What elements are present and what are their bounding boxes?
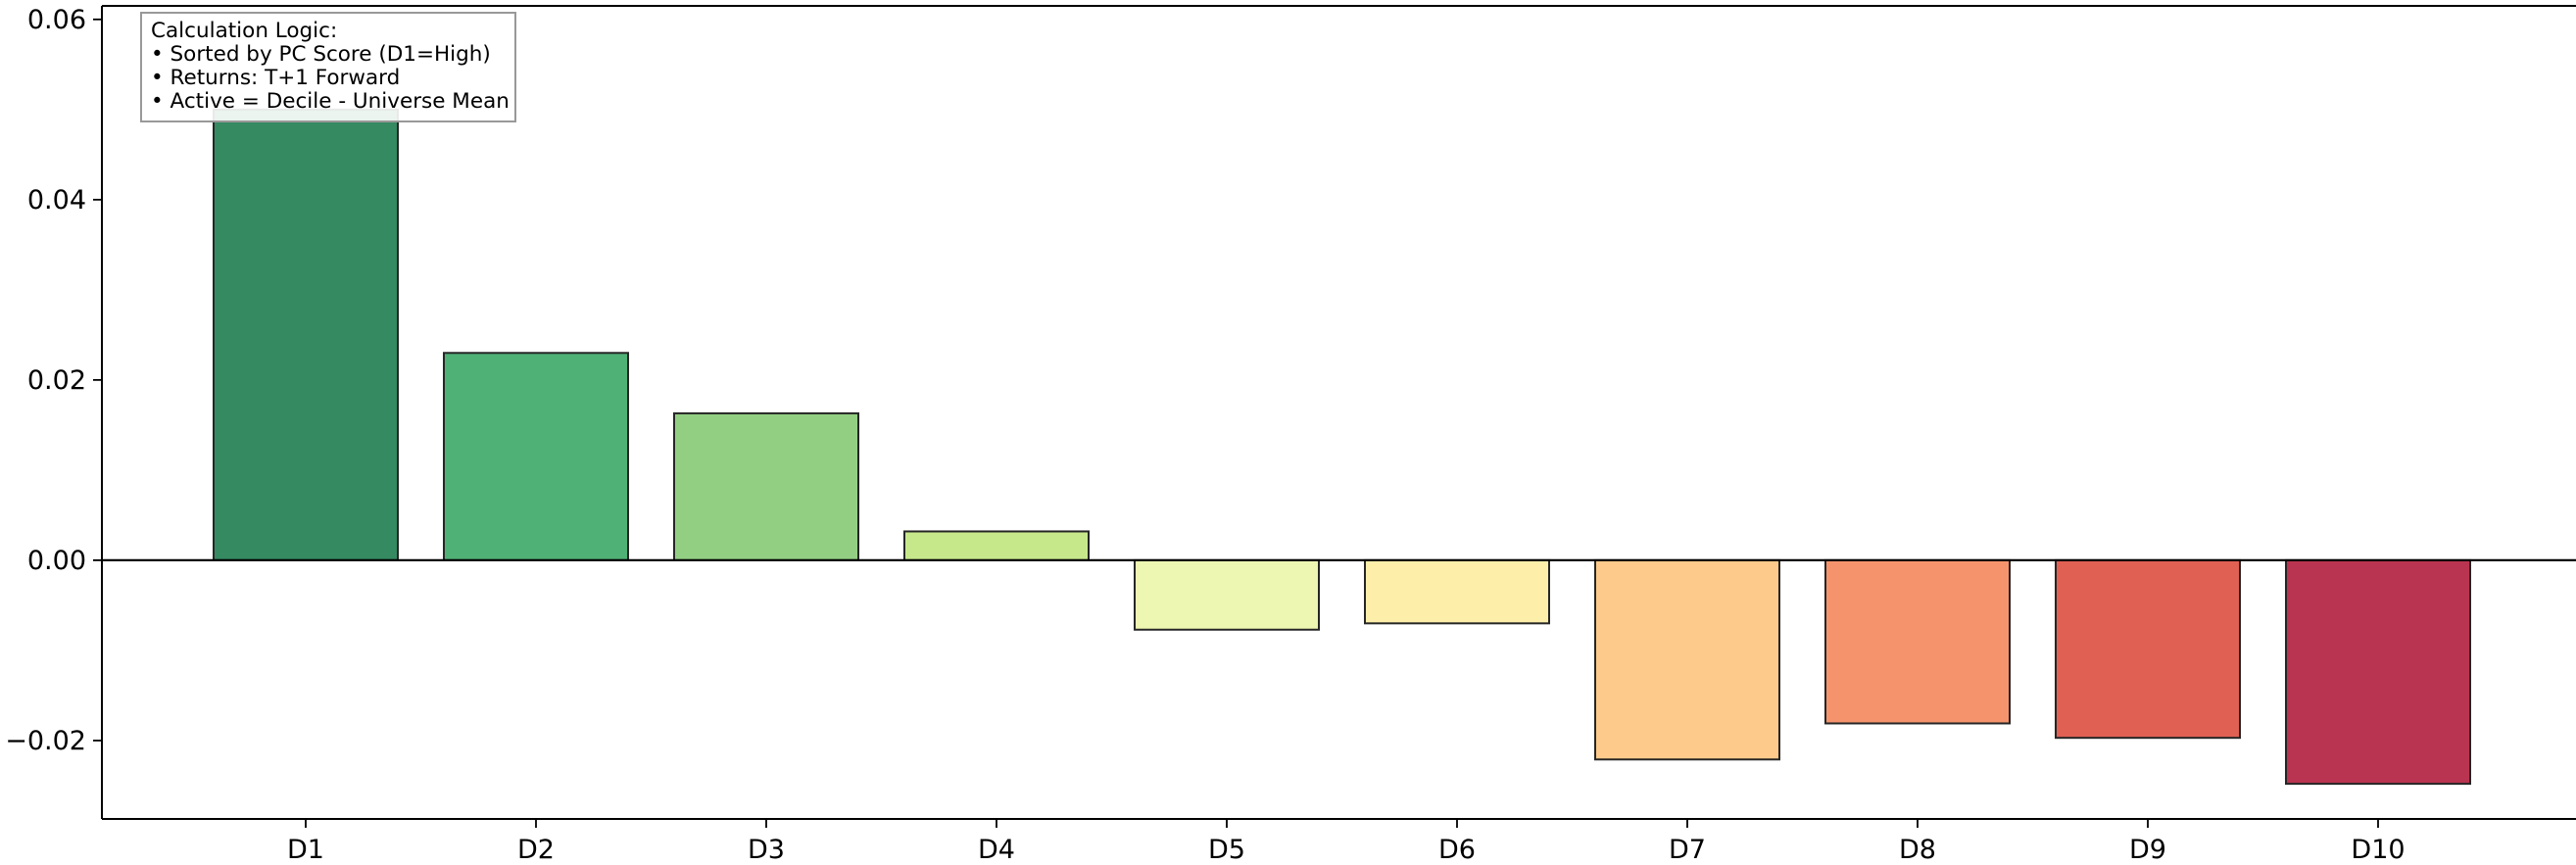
bar-d2 [443, 352, 629, 561]
bar-d6 [1364, 558, 1550, 625]
x-tick-label-d8: D8 [1899, 835, 1936, 865]
bar-d5 [1134, 558, 1320, 631]
x-tick-label-d5: D5 [1208, 835, 1245, 865]
x-tick-label-d3: D3 [748, 835, 785, 865]
y-tick-label: 0.02 [27, 365, 86, 396]
bar-d10 [2285, 558, 2471, 786]
x-tick-label-d9: D9 [2129, 835, 2166, 865]
bar-d7 [1594, 558, 1780, 761]
x-tick-label-d1: D1 [287, 835, 324, 865]
annotation-line-heading: Calculation Logic: [151, 19, 338, 43]
bar-d4 [903, 530, 1090, 561]
y-tick-label: −0.02 [5, 726, 86, 756]
x-tick-label-d7: D7 [1669, 835, 1706, 865]
axes-layer [101, 5, 2576, 820]
ticks-layer: −0.02 0.00 0.02 0.04 0.06 D1 D2 D3 D4 D5 D6 D7 D8 D9 D… [5, 5, 2405, 865]
bars-layer [213, 108, 2471, 786]
bar-d9 [2055, 558, 2241, 740]
calculation-logic-annotation: Calculation Logic: • Sorted by PC Score … [140, 12, 516, 122]
bar-d1 [213, 108, 399, 561]
annotation-line-sort: • Sorted by PC Score (D1=High) [151, 42, 491, 67]
y-tick-label: 0.04 [27, 185, 86, 216]
x-tick-label-d4: D4 [978, 835, 1015, 865]
y-tick-label: 0.06 [27, 5, 86, 35]
y-tick-label: 0.00 [27, 546, 86, 576]
bar-d3 [673, 411, 859, 561]
annotation-line-active: • Active = Decile - Universe Mean [151, 89, 510, 114]
x-tick-label-d10: D10 [2351, 835, 2405, 865]
x-tick-label-d2: D2 [517, 835, 555, 865]
annotation-line-returns: • Returns: T+1 Forward [151, 66, 401, 90]
x-tick-label-d6: D6 [1438, 835, 1476, 865]
bar-d8 [1824, 558, 2011, 725]
